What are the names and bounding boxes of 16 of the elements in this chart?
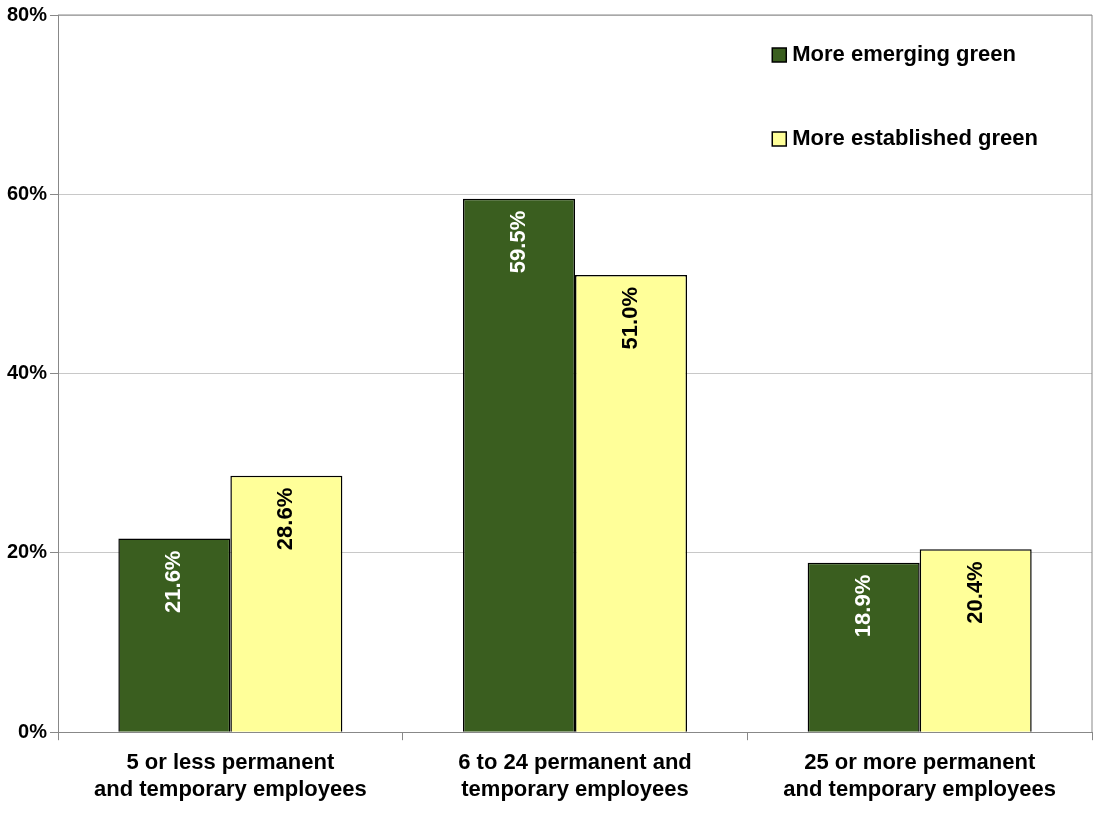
legend-label: More established green [792, 125, 1039, 151]
data-label: 59.5% [505, 210, 531, 274]
data-label: 28.6% [272, 487, 298, 551]
data-label: 20.4% [961, 561, 987, 624]
y-tick-label: 0% [18, 719, 48, 742]
y-tick-label: 80% [7, 2, 48, 25]
x-tick-label: 25 or more permanent and temporary employees [783, 749, 1057, 801]
y-tick-label: 60% [7, 181, 48, 204]
data-label: 51.0% [617, 286, 643, 350]
x-tick-label: 5 or less permanent and temporary employees [94, 749, 367, 801]
x-tick-label: 6 to 24 permanent and temporary employees [458, 749, 692, 801]
y-tick-label: 40% [7, 361, 48, 384]
y-tick-label: 20% [7, 540, 48, 563]
legend-label: More emerging green [792, 41, 1016, 67]
data-label: 18.9% [849, 574, 875, 638]
data-label: 21.6% [160, 550, 186, 613]
